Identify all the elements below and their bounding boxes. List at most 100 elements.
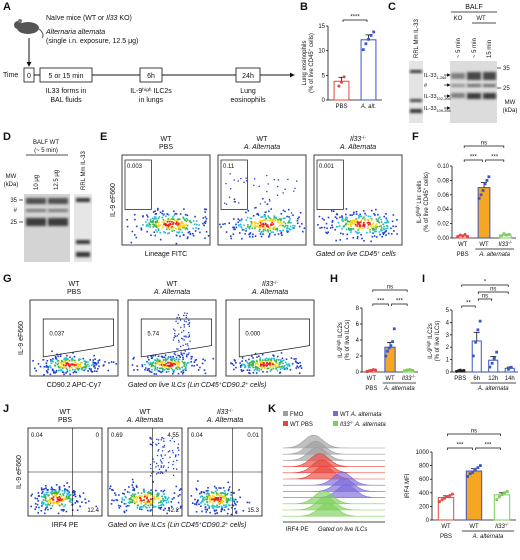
density-dot [218,500,221,503]
density-dot [143,496,146,498]
density-dot [263,214,266,217]
density-dot [49,502,52,505]
density-dot [147,362,150,364]
density-dot [359,215,361,218]
density-dot [159,238,162,241]
density-dot [164,357,167,359]
density-dot [94,362,96,365]
density-dot [48,504,51,506]
density-dot [249,372,251,375]
text-run: Il33 [106,15,117,22]
density-dot [196,501,199,503]
density-dot [289,221,291,224]
density-dot [372,227,375,230]
significance-label: ns [471,429,477,435]
density-dot [163,489,166,492]
density-dot [298,216,300,218]
density-dot [57,499,60,502]
density-dot [251,221,254,224]
density-dot [396,219,398,221]
density-dot [259,219,262,222]
density-dot [282,359,285,362]
density-dot [180,371,183,373]
density-dot [176,231,178,234]
density-dot [250,361,252,364]
text-run: cells) [424,172,430,188]
density-dot [184,228,187,230]
y-tick-label: 4 [356,338,360,344]
density-dot [370,219,373,221]
density-dot [51,360,54,363]
density-dot [163,493,165,495]
density-dot [179,228,182,231]
density-dot [135,485,138,487]
event-dot [174,332,176,335]
density-dot [244,366,247,368]
density-dot [92,361,95,364]
text-run: + [199,522,202,527]
event-dot [184,350,187,352]
event-dot [175,335,177,338]
event-dot [161,462,163,464]
density-dot [79,505,81,508]
density-dot [296,365,298,368]
density-dot [135,498,138,501]
density-dot [170,367,173,370]
density-dot [358,231,360,234]
density-dot [167,496,170,499]
density-dot [222,495,225,497]
density-dot [386,221,389,224]
density-dot [166,221,169,223]
density-dot [148,222,150,225]
density-dot [265,225,268,227]
density-dot [90,368,92,370]
density-dot [166,358,169,361]
density-dot [230,497,232,499]
density-dot [221,508,224,510]
density-dot [85,365,88,368]
group-label: A. alternata [477,386,509,392]
density-dot [176,363,179,366]
density-dot [55,371,57,373]
data-point [478,319,482,323]
density-dot [378,216,381,219]
density-dot [52,360,55,363]
density-dot [384,221,386,224]
density-dot [134,493,136,496]
density-dot [265,359,268,362]
gate-value: 0.69 [111,433,123,439]
density-dot [45,370,48,372]
event-dot [177,314,179,316]
text-run: 1-266 [437,76,447,80]
x-tick-label: 6h [473,376,480,382]
density-dot [240,364,243,366]
density-dot [203,496,206,499]
density-dot [156,221,159,223]
density-dot [178,367,181,369]
plot-title: A. Alternata [206,417,243,424]
density-dot [162,497,164,500]
event-dot [185,336,187,338]
density-dot [275,362,278,365]
density-dot [64,504,67,506]
density-dot [263,364,266,367]
density-dot [47,494,50,497]
density-dot [251,360,254,363]
density-dot [286,226,289,229]
density-dot [186,219,189,221]
timepoint: 0 [27,73,31,80]
density-dot [371,235,374,238]
mw-value: 25 [10,220,17,226]
density-dot [160,500,162,502]
data-point [364,42,368,46]
x-tick-label: WT [469,524,479,530]
density-dot [154,505,157,508]
event-dot [181,337,183,340]
y-axis-label: IL-9 eF660 [16,455,23,489]
event-dot [284,210,286,212]
density-dot [161,362,163,365]
density-dot [52,502,54,504]
density-dot [298,372,301,375]
significance-label: **** [350,15,360,21]
density-dot [231,506,233,509]
